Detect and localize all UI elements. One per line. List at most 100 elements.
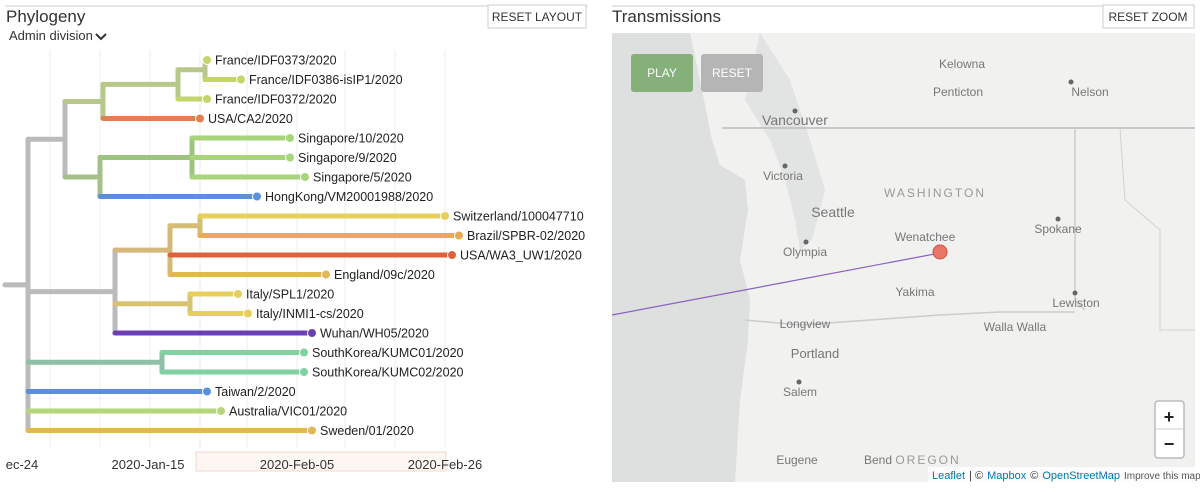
- zoom-in[interactable]: +: [1164, 407, 1175, 427]
- time-brush[interactable]: [195, 451, 447, 472]
- tip[interactable]: [195, 113, 205, 124]
- border: [1119, 127, 1195, 331]
- dropdown-icon[interactable]: [95, 33, 107, 41]
- tip-label: USA/CA2/2020: [208, 112, 293, 126]
- axis-label: 2020-Jan-15: [112, 457, 185, 472]
- place-label: OREGON: [895, 453, 960, 467]
- city-dot: [796, 379, 802, 385]
- tip-label: Singapore/10/2020: [298, 132, 404, 146]
- tip[interactable]: [285, 133, 295, 143]
- tip[interactable]: [216, 406, 226, 416]
- place-label: Lewiston: [1052, 296, 1099, 310]
- tip-label: Switzerland/100047710: [453, 210, 584, 224]
- tip-label: France/IDF0372/2020: [215, 93, 337, 107]
- tip-label: England/09c/2020: [334, 268, 435, 282]
- place-label: Spokane: [1034, 222, 1082, 236]
- tip-label: Singapore/9/2020: [298, 151, 397, 165]
- color-by-select[interactable]: Admin division: [9, 28, 93, 43]
- tip[interactable]: [299, 347, 309, 358]
- sound: [745, 33, 825, 250]
- button-label[interactable]: RESET ZOOM: [1108, 10, 1187, 24]
- panel-title: Transmissions: [612, 7, 721, 26]
- attribution-item[interactable]: OpenStreetMap: [1042, 470, 1120, 482]
- reset-zoom-button[interactable]: [1102, 4, 1195, 29]
- tip-label: USA/WA3_UW1/2020: [460, 249, 582, 263]
- tip-label: SouthKorea/KUMC01/2020: [312, 346, 464, 360]
- city-dot: [1072, 290, 1078, 296]
- place-label: Penticton: [933, 85, 983, 99]
- button-label[interactable]: RESET LAYOUT: [492, 10, 583, 24]
- tip-label: Taiwan/2/2020: [215, 385, 296, 399]
- tip[interactable]: [307, 328, 317, 338]
- tip-label: Australia/VIC01/2020: [229, 405, 347, 419]
- panel-title: Phylogeny: [6, 7, 86, 26]
- tip[interactable]: [202, 94, 212, 104]
- city-dot: [782, 163, 788, 169]
- tip[interactable]: [447, 250, 457, 260]
- tip-label: Italy/INMI1-cs/2020: [256, 307, 364, 321]
- zoom-out[interactable]: −: [1164, 434, 1175, 454]
- tip[interactable]: [243, 308, 253, 319]
- tip[interactable]: [236, 74, 246, 85]
- tip[interactable]: [300, 172, 310, 182]
- tip-label: France/IDF0373/2020: [215, 54, 337, 68]
- tip-label: Wuhan/WH05/2020: [320, 327, 429, 341]
- ocean: [612, 33, 750, 482]
- button-label[interactable]: RESET: [712, 66, 753, 80]
- place-label: Victoria: [763, 169, 803, 183]
- attribution-item: ©: [1030, 470, 1038, 482]
- place-label: Vancouver: [762, 112, 828, 128]
- place-label: Kelowna: [939, 57, 985, 71]
- tips: France/IDF0373/2020 France/IDF0386-isIP1/…: [195, 54, 585, 438]
- tip-label: SouthKorea/KUMC02/2020: [312, 366, 464, 380]
- tip-label: Sweden/01/2020: [320, 424, 414, 438]
- tip[interactable]: [285, 152, 295, 163]
- tip-label: HongKong/VM20001988/2020: [265, 190, 433, 204]
- reset-layout-button[interactable]: [487, 4, 587, 29]
- tip[interactable]: [202, 55, 212, 65]
- tip[interactable]: [202, 386, 212, 397]
- attribution-item[interactable]: Leaflet: [932, 470, 965, 482]
- tip[interactable]: [299, 367, 309, 377]
- place-label: Walla Walla: [984, 320, 1047, 334]
- axis-label: 2020-Feb-05: [260, 457, 334, 472]
- tip[interactable]: [233, 289, 243, 299]
- attribution-item[interactable]: Mapbox: [987, 470, 1027, 482]
- place-label: Olympia: [783, 245, 827, 259]
- attribution-item[interactable]: Improve this map: [1124, 471, 1200, 482]
- tip[interactable]: [307, 425, 317, 436]
- button-label[interactable]: PLAY: [647, 66, 677, 80]
- tip[interactable]: [454, 230, 464, 241]
- play-button[interactable]: [631, 54, 693, 92]
- tip[interactable]: [440, 211, 450, 221]
- place-label: Salem: [783, 385, 817, 399]
- place-label: Bend: [864, 453, 892, 467]
- branches: [2, 57, 462, 433]
- city-dot: [1068, 79, 1074, 85]
- place-label: Seattle: [811, 204, 855, 220]
- axis-label: ec-24: [6, 457, 39, 472]
- place-label: Wenatchee: [895, 230, 956, 244]
- transmission: [611, 252, 941, 316]
- axis-label: 2020-Feb-26: [408, 457, 482, 472]
- tip[interactable]: [252, 191, 262, 202]
- place-label: Longview: [780, 317, 831, 331]
- place-label: Nelson: [1071, 85, 1108, 99]
- place-label: Yakima: [895, 285, 934, 299]
- reset-button[interactable]: [701, 54, 763, 92]
- attribution-bg: [928, 467, 1195, 482]
- city-dot: [1055, 216, 1061, 222]
- tip-label: France/IDF0386-isIP1/2020: [249, 73, 403, 87]
- location[interactable]: [932, 244, 948, 260]
- place-label: Eugene: [776, 453, 818, 467]
- tip-label: Singapore/5/2020: [313, 171, 412, 185]
- place-label: Portland: [791, 346, 839, 361]
- attribution-item: | ©: [969, 470, 983, 482]
- city-dot: [803, 239, 809, 245]
- tip[interactable]: [321, 269, 331, 280]
- tip-label: Italy/SPL1/2020: [246, 288, 334, 302]
- tip-label: Brazil/SPBR-02/2020: [467, 229, 585, 243]
- border: [1074, 128, 1086, 311]
